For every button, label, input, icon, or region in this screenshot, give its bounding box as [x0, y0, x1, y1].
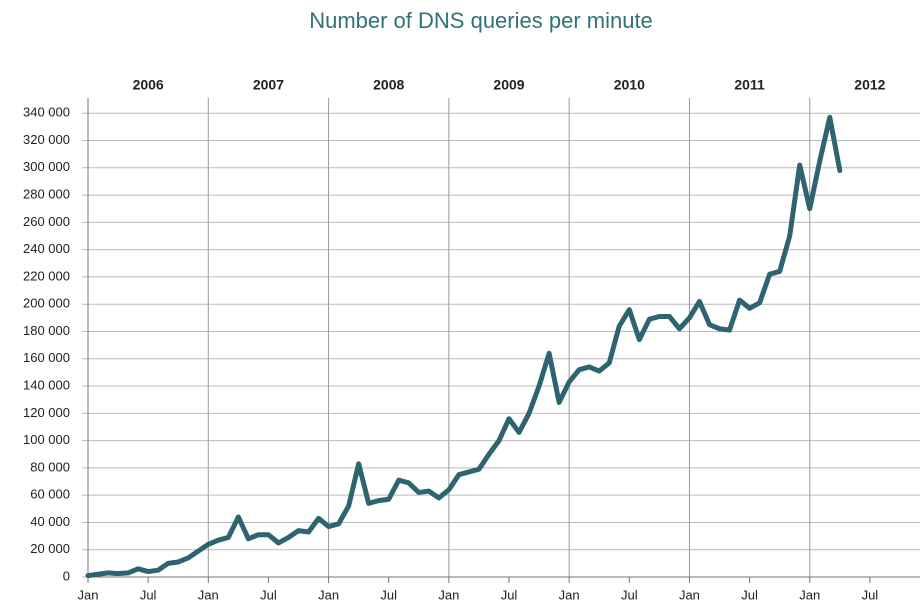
x-tick-label: Jan — [799, 587, 820, 602]
chart-title: Number of DNS queries per minute — [309, 8, 653, 33]
y-tick-label: 260 000 — [23, 214, 70, 229]
y-tick-label: 340 000 — [23, 105, 70, 120]
year-label: 2007 — [253, 77, 284, 93]
y-tick-label: 140 000 — [23, 377, 70, 392]
x-tick-label: Jan — [78, 587, 99, 602]
year-label: 2009 — [493, 77, 524, 93]
y-tick-label: 0 — [63, 568, 70, 583]
x-tick-label: Jan — [438, 587, 459, 602]
y-tick-label: 60 000 — [30, 487, 70, 502]
x-tick-label: Jan — [679, 587, 700, 602]
x-tick-label: Jan — [198, 587, 219, 602]
x-tick-label: Jul — [260, 587, 277, 602]
y-tick-label: 120 000 — [23, 405, 70, 420]
y-tick-label: 320 000 — [23, 132, 70, 147]
x-tick-label: Jul — [621, 587, 638, 602]
year-label: 2011 — [734, 77, 765, 93]
year-label: 2010 — [614, 77, 645, 93]
y-tick-label: 200 000 — [23, 296, 70, 311]
x-tick-label: Jul — [501, 587, 518, 602]
x-tick-label: Jul — [862, 587, 879, 602]
year-label: 2012 — [854, 77, 885, 93]
y-tick-label: 40 000 — [30, 514, 70, 529]
x-tick-label: Jul — [741, 587, 758, 602]
y-tick-label: 240 000 — [23, 241, 70, 256]
x-tick-label: Jul — [380, 587, 397, 602]
y-tick-label: 180 000 — [23, 323, 70, 338]
x-tick-label: Jan — [318, 587, 339, 602]
y-tick-label: 100 000 — [23, 432, 70, 447]
year-label: 2008 — [373, 77, 404, 93]
y-tick-label: 220 000 — [23, 268, 70, 283]
data-line — [85, 114, 843, 579]
y-tick-label: 160 000 — [23, 350, 70, 365]
x-tick-label: Jul — [140, 587, 157, 602]
y-tick-label: 20 000 — [30, 541, 70, 556]
y-tick-label: 280 000 — [23, 187, 70, 202]
x-tick-label: Jan — [559, 587, 580, 602]
y-tick-label: 80 000 — [30, 459, 70, 474]
y-tick-label: 300 000 — [23, 159, 70, 174]
year-label: 2006 — [133, 77, 164, 93]
